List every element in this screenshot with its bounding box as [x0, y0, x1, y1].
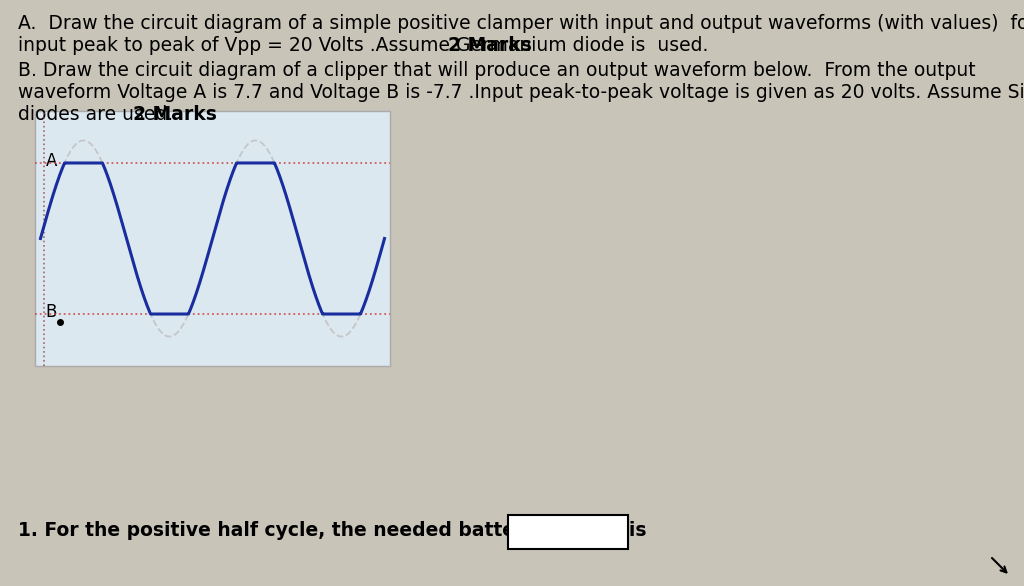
Text: B: B	[46, 303, 57, 321]
Text: A: A	[46, 152, 57, 170]
FancyBboxPatch shape	[35, 111, 390, 366]
Text: input peak to peak of Vpp = 20 Volts .Assume Germanium diode is  used.: input peak to peak of Vpp = 20 Volts .As…	[18, 36, 720, 55]
FancyBboxPatch shape	[508, 515, 628, 549]
Text: A.  Draw the circuit diagram of a simple positive clamper with input and output : A. Draw the circuit diagram of a simple …	[18, 14, 1024, 33]
Text: 2 Marks: 2 Marks	[133, 105, 217, 124]
Text: 1. For the positive half cycle, the needed battery voltage is: 1. For the positive half cycle, the need…	[18, 522, 646, 540]
Text: 2 Marks: 2 Marks	[449, 36, 531, 55]
Text: B. Draw the circuit diagram of a clipper that will produce an output waveform be: B. Draw the circuit diagram of a clipper…	[18, 61, 976, 80]
Text: waveform Voltage A is 7.7 and Voltage B is -7.7 .Input peak-to-peak voltage is g: waveform Voltage A is 7.7 and Voltage B …	[18, 83, 1024, 102]
Text: diodes are used.: diodes are used.	[18, 105, 179, 124]
